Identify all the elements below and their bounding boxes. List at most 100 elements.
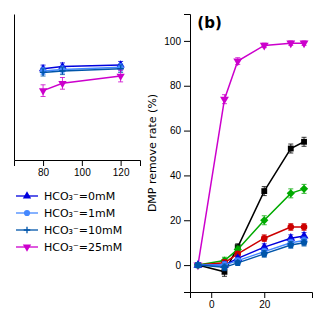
- series: [194, 239, 307, 271]
- axis-line: [191, 293, 313, 299]
- y-axis: [14, 15, 15, 161]
- marker: [39, 88, 47, 95]
- marker: [300, 185, 308, 193]
- tick: 60: [170, 125, 190, 136]
- legend-marker: [24, 210, 30, 216]
- tick-mark: [184, 41, 190, 42]
- line: [43, 76, 121, 91]
- marker: [195, 262, 201, 268]
- marker: [301, 224, 308, 231]
- line: [198, 142, 304, 272]
- legend-item: HCO₃⁻=1mM: [16, 207, 115, 220]
- marker: [195, 262, 202, 269]
- tick-label: 20: [259, 299, 271, 310]
- marker: [220, 97, 229, 105]
- tick: 80: [170, 80, 190, 91]
- error-bar: [302, 137, 307, 146]
- marker: [286, 41, 295, 49]
- legend-label: HCO₃⁻=0mM: [44, 190, 115, 203]
- tick-mark: [82, 160, 83, 166]
- error-bar: [288, 144, 293, 153]
- marker: [59, 68, 66, 75]
- marker: [300, 41, 309, 49]
- series: [194, 41, 309, 271]
- series: [39, 70, 125, 96]
- marker: [58, 81, 66, 88]
- marker: [300, 239, 307, 246]
- tick-mark: [184, 220, 190, 221]
- error-bar: [302, 224, 307, 231]
- marker: [116, 74, 124, 81]
- marker: [260, 216, 268, 224]
- marker: [194, 261, 202, 269]
- plot-area: [39, 60, 125, 96]
- error-bar: [41, 69, 46, 76]
- x-axis: 0 20: [191, 292, 313, 310]
- tick-label: 100: [164, 36, 181, 47]
- legend-item: HCO₃⁻=10mM: [16, 224, 122, 237]
- x-axis: 80 100 120: [15, 160, 141, 178]
- legend-label: HCO₃⁻=1mM: [44, 207, 115, 220]
- axis-line: [14, 15, 15, 161]
- series: [195, 224, 308, 269]
- error-bar: [60, 67, 65, 74]
- tick-mark: [264, 292, 265, 298]
- marker: [261, 188, 267, 194]
- tick-mark: [211, 292, 212, 298]
- series: [194, 231, 309, 269]
- title: (b): [197, 14, 221, 32]
- marker: [287, 241, 294, 248]
- marker: [221, 264, 228, 271]
- legend-item: HCO₃⁻=0mM: [16, 190, 115, 203]
- tick-label: 0: [175, 260, 181, 271]
- plot-area: [194, 41, 309, 277]
- series: [40, 64, 124, 75]
- marker: [234, 259, 241, 266]
- tick: 120: [113, 160, 130, 178]
- tick-label: 80: [170, 80, 182, 91]
- legend: HCO₃⁻=0mM HCO₃⁻=1mM HCO₃⁻=10mM HCO₃⁻=25mM: [16, 190, 122, 254]
- tick: 40: [170, 170, 190, 181]
- tick-mark: [184, 131, 190, 132]
- tick-label: 0: [209, 299, 215, 310]
- tick-label: 100: [74, 167, 91, 178]
- marker: [301, 139, 307, 145]
- marker: [233, 59, 242, 67]
- tick: 0: [209, 292, 215, 310]
- marker: [260, 43, 269, 51]
- marker: [195, 262, 202, 269]
- marker: [261, 235, 268, 242]
- legend-item: HCO₃⁻=25mM: [16, 241, 122, 254]
- axis-line: [15, 161, 141, 167]
- tick-label: 20: [170, 215, 182, 226]
- tick: 20: [170, 215, 190, 226]
- marker: [287, 224, 294, 231]
- tick: 100: [74, 160, 91, 178]
- tick-label: 80: [38, 167, 50, 178]
- error-bar: [262, 187, 267, 196]
- series: [40, 65, 124, 76]
- tick: 80: [38, 160, 50, 178]
- legend-label: HCO₃⁻=10mM: [44, 224, 122, 237]
- axis-line: [184, 15, 191, 293]
- chart: 80100120HCO₃⁻=0mMHCO₃⁻=1mMHCO₃⁻=10mMHCO₃…: [0, 0, 320, 320]
- tick-label: 40: [170, 170, 182, 181]
- line: [198, 189, 304, 265]
- tick-mark: [121, 160, 122, 166]
- series: [195, 237, 308, 268]
- line: [198, 240, 304, 265]
- marker: [288, 146, 294, 152]
- series: [194, 184, 308, 269]
- y-axis-title: DMP remove rate (%): [146, 94, 159, 212]
- tick-mark: [43, 160, 44, 166]
- marker: [40, 69, 47, 76]
- y-axis: 0 20 40 60 80 100: [164, 15, 190, 293]
- legend-marker: [23, 191, 31, 198]
- series: [195, 137, 307, 276]
- legend-marker: [23, 245, 31, 252]
- line: [43, 69, 121, 73]
- legend-marker: [24, 227, 31, 234]
- marker: [194, 260, 203, 268]
- error-bar: [288, 224, 293, 231]
- marker: [194, 261, 201, 268]
